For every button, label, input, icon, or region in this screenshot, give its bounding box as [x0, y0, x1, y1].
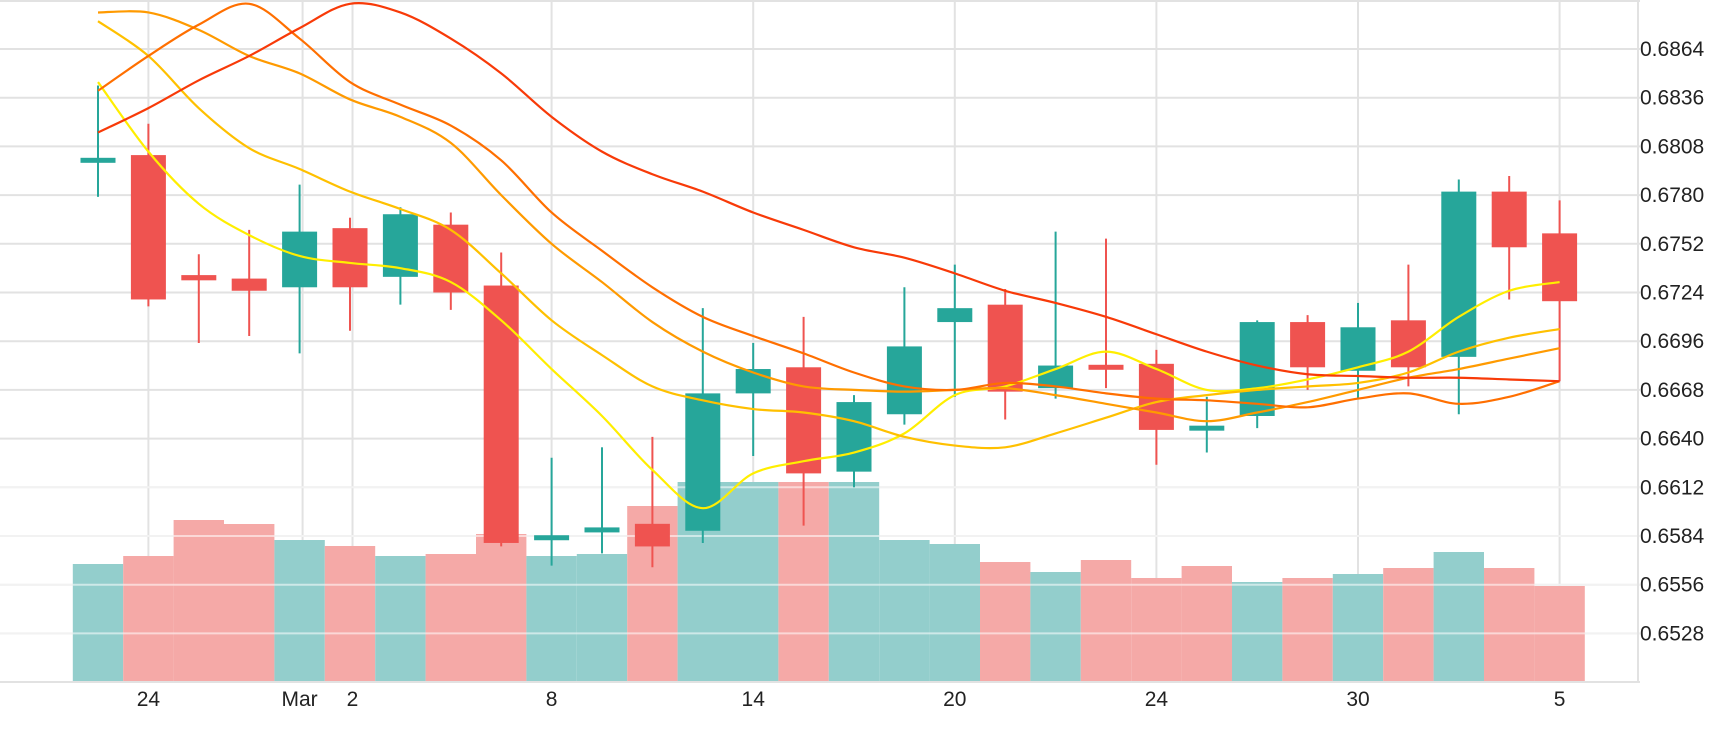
x-tick-label: 5 [1554, 688, 1566, 711]
candle-body [1491, 191, 1527, 248]
x-tick-label: Mar [282, 688, 318, 711]
volume-bar [274, 540, 325, 682]
ma-line [97, 20, 1560, 450]
x-tick-label: 24 [1145, 688, 1169, 711]
volume-bar [526, 556, 577, 682]
candle-body [332, 228, 368, 288]
volume-bar [1181, 566, 1232, 682]
candle-body [685, 393, 721, 531]
y-tick-label: 0.6696 [1640, 330, 1704, 353]
volume-bar [476, 534, 527, 682]
candle-body [584, 527, 620, 533]
volume-bar [728, 482, 779, 682]
candle-body [231, 278, 267, 291]
y-tick-label: 0.6612 [1640, 476, 1704, 499]
ma-line [97, 81, 1560, 510]
candle-body [937, 308, 973, 323]
volume-bar [1232, 582, 1283, 682]
y-tick-label: 0.6780 [1640, 184, 1704, 207]
candle-body [634, 523, 670, 547]
y-tick-label: 0.6668 [1640, 379, 1704, 402]
x-tick-label: 2 [347, 688, 359, 711]
volume-bar [879, 540, 930, 682]
y-tick-label: 0.6528 [1640, 622, 1704, 645]
x-tick-label: 24 [137, 688, 161, 711]
volume-bar [375, 556, 426, 682]
y-tick-label: 0.6752 [1640, 233, 1704, 256]
volume-bar [1433, 552, 1484, 682]
volume-bar [1332, 574, 1384, 682]
volume-bar [173, 520, 224, 682]
ma-line [97, 2, 1560, 409]
volume-bars [0, 482, 1640, 682]
candle-body [483, 285, 519, 543]
candle-body [181, 275, 217, 281]
ma-line [97, 10, 1560, 423]
y-tick-label: 0.6556 [1640, 574, 1704, 597]
volume-bar [1131, 578, 1182, 682]
x-tick-label: 14 [742, 688, 766, 711]
volume-bar [980, 562, 1031, 682]
y-tick-label: 0.6808 [1640, 135, 1704, 158]
volume-bar [425, 554, 476, 682]
volume-bar [1383, 568, 1434, 682]
volume-bar [324, 546, 376, 682]
candle-body [80, 157, 116, 163]
y-tick-label: 0.6584 [1640, 525, 1705, 548]
volume-bar [123, 556, 174, 682]
candle-body [1189, 425, 1225, 431]
volume-bar [828, 482, 880, 682]
y-tick-label: 0.6640 [1640, 428, 1704, 451]
volume-bar [576, 554, 628, 682]
y-tick-label: 0.6864 [1640, 38, 1705, 61]
candle-body [1542, 233, 1578, 302]
x-tick-label: 30 [1346, 688, 1369, 711]
candle-body [1290, 322, 1326, 368]
candle-body [886, 346, 922, 415]
candle-body [836, 402, 872, 472]
candle-body [1088, 364, 1124, 370]
y-tick-label: 0.6836 [1640, 87, 1704, 110]
volume-bar [929, 544, 980, 682]
candle-body [1441, 191, 1477, 357]
candle-body [130, 155, 166, 300]
moving-average-lines [97, 2, 1560, 510]
volume-bar [1484, 568, 1535, 682]
volume-bar [1080, 560, 1132, 682]
volume-bar [224, 524, 275, 682]
volume-bar [1030, 572, 1081, 682]
candle-body [987, 304, 1023, 392]
x-tick-label: 8 [546, 688, 558, 711]
candle-body [534, 535, 570, 541]
volume-bar [72, 564, 124, 682]
axes: 0.6864 0.6836 0.6808 0.6780 0.6752 0.6724 0.66… [0, 0, 1705, 711]
y-tick-label: 0.6724 [1640, 282, 1705, 305]
volume-bar [1282, 578, 1333, 682]
x-tick-label: 20 [943, 688, 966, 711]
ma-line [97, 2, 1560, 383]
